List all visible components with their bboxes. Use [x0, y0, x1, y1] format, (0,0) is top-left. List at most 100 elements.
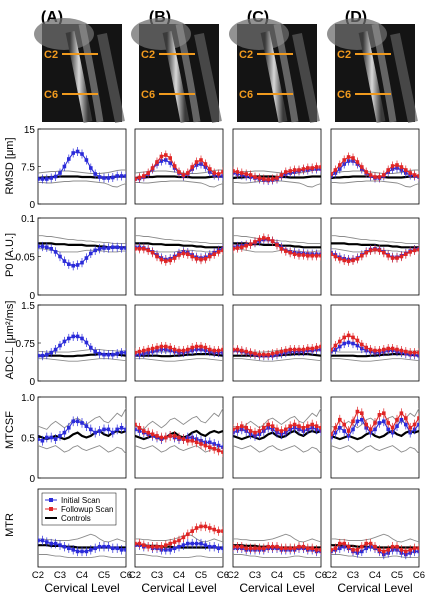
controls-lower-line [331, 554, 419, 559]
mri-thumbnail-b: C2 C6 [131, 18, 222, 124]
y-tick-label: 0.1 [21, 214, 35, 225]
x-axis-label-c: Cervical Level [239, 581, 314, 595]
controls-lower-line [135, 445, 223, 455]
x-tick-label: C3 [151, 570, 163, 581]
y-tick-label: 15 [24, 125, 36, 136]
followup-scan-point [262, 352, 266, 357]
followup-scan-point [306, 424, 310, 428]
followup-scan-point [248, 173, 253, 177]
initial-scan-point [115, 351, 119, 356]
initial-scan-point [53, 437, 58, 441]
followup-scan-point [262, 177, 266, 181]
followup-scan-point [253, 430, 257, 435]
initial-scan-point [119, 246, 124, 250]
initial-scan-point [89, 345, 93, 350]
x-tick-label: C5 [293, 570, 305, 581]
initial-scan-point [319, 429, 321, 433]
followup-scan-point [399, 165, 404, 169]
y-tick-label: 1.0 [21, 393, 35, 404]
initial-scan-point [373, 427, 377, 432]
followup-scan-point [399, 254, 404, 259]
followup-scan-point [310, 166, 314, 170]
followup-scan-point [373, 247, 377, 252]
followup-scan-point [377, 248, 382, 253]
followup-scan-point [386, 421, 390, 425]
followup-scan-point [248, 546, 253, 551]
followup-scan-point [342, 258, 346, 263]
controls-lower-line [233, 248, 321, 253]
followup-scan-point [257, 429, 262, 433]
followup-scan-point [382, 250, 386, 255]
followup-scan-point [235, 246, 240, 250]
controls-lower-line [331, 358, 419, 362]
initial-scan-point [62, 339, 67, 344]
followup-scan-point [404, 252, 408, 256]
followup-scan-point [194, 344, 199, 349]
followup-scan-point [404, 168, 408, 172]
followup-scan-point [390, 256, 395, 260]
followup-scan-point [221, 248, 223, 253]
mri-vertebral-column [175, 23, 201, 123]
initial-scan-point [38, 437, 40, 441]
initial-scan-point [49, 247, 53, 251]
initial-scan-point [102, 427, 106, 432]
plot-area [38, 147, 126, 188]
x-tick-label: C5 [391, 570, 403, 581]
initial-scan-point [342, 429, 346, 433]
mri-vertebral-column [371, 23, 397, 123]
followup-scan-point [275, 176, 279, 180]
followup-scan-point [297, 253, 301, 257]
initial-scan-point [194, 541, 199, 546]
plot-rmsd-a: 0 7.5 15 [21, 125, 127, 211]
followup-scan-point [137, 349, 142, 354]
figure-text-layer: (A) (B) (C) (D) RMSD [μm] P0 [A.U.] ADC⊥… [4, 9, 413, 595]
followup-scan-point [333, 168, 338, 172]
followup-scan-point [150, 166, 155, 170]
followup-scan-point [177, 348, 181, 353]
followup-scan-point [181, 437, 186, 441]
plot-area [135, 235, 223, 266]
followup-scan-point [279, 546, 284, 551]
followup-scan-point [208, 167, 212, 171]
followup-scan-point [172, 164, 177, 168]
initial-scan-point [62, 164, 67, 169]
followup-scan-point [164, 259, 168, 263]
followup-scan-point [364, 541, 368, 546]
mri-spinal-cord [358, 31, 386, 123]
plot-area [331, 152, 419, 188]
controls-mean-line [135, 242, 223, 249]
followup-scan-point [382, 347, 386, 352]
followup-scan-point [203, 345, 208, 350]
followup-scan-point [194, 440, 199, 445]
initial-scan-point [102, 544, 106, 549]
followup-scan-point [168, 541, 172, 546]
y-tick-label: 0 [29, 200, 35, 211]
followup-scan-point [137, 247, 142, 251]
followup-scan-point [194, 160, 199, 164]
initial-scan-point [331, 174, 333, 178]
followup-scan-point [233, 544, 235, 549]
legend-marker-followup [49, 507, 53, 511]
plot-mtcsf-a: 0 0.5 1.0 [21, 393, 127, 485]
followup-scan-point [216, 172, 221, 176]
initial-scan-point [75, 419, 80, 424]
plot-frame [330, 217, 420, 296]
followup-scan-point [275, 427, 279, 432]
initial-scan-point [58, 343, 62, 348]
followup-scan-point [390, 164, 395, 168]
followup-scan-point [288, 169, 292, 173]
followup-scan-point [408, 171, 412, 175]
initial-scan-point [102, 246, 106, 250]
followup-scan-point [155, 544, 159, 549]
controls-upper-line [38, 235, 126, 244]
followup-scan-point [137, 175, 142, 180]
followup-scan-point [257, 237, 262, 242]
followup-scan-point [331, 432, 333, 437]
followup-scan-point [240, 171, 244, 175]
initial-scan-point [75, 334, 80, 339]
followup-scan-point [284, 546, 288, 551]
initial-scan-point [190, 541, 194, 546]
initial-scan-point [53, 174, 58, 179]
initial-scan-point [119, 548, 124, 552]
followup-scan-point [314, 253, 319, 258]
